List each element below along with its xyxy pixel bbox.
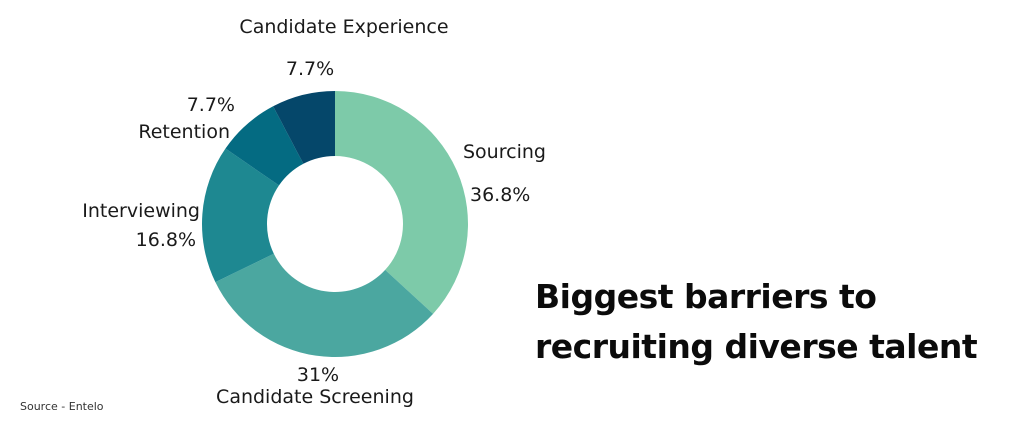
value-retention: 7.7% [187, 94, 235, 116]
label-candidate-experience: Candidate Experience [239, 16, 448, 38]
label-candidate-screening: Candidate Screening [216, 386, 414, 408]
chart-title-line-2: recruiting diverse talent [535, 327, 978, 366]
slice-candidate-experience [273, 91, 335, 164]
slice-candidate-screening [215, 253, 434, 358]
donut-slices [202, 91, 469, 358]
slice-retention [225, 106, 304, 186]
label-sourcing: Sourcing [463, 141, 546, 163]
label-interviewing: Interviewing [82, 200, 200, 222]
value-candidate-screening: 31% [297, 364, 339, 386]
value-interviewing: 16.8% [136, 229, 196, 251]
chart-title: Biggest barriers to recruiting diverse t… [535, 272, 1005, 372]
slice-sourcing [335, 91, 469, 314]
value-sourcing: 36.8% [470, 184, 530, 206]
value-candidate-experience: 7.7% [286, 58, 334, 80]
chart-title-line-1: Biggest barriers to [535, 277, 877, 316]
source-note: Source - Entelo [20, 400, 104, 413]
label-retention: Retention [138, 121, 230, 143]
slice-interviewing [202, 148, 279, 283]
